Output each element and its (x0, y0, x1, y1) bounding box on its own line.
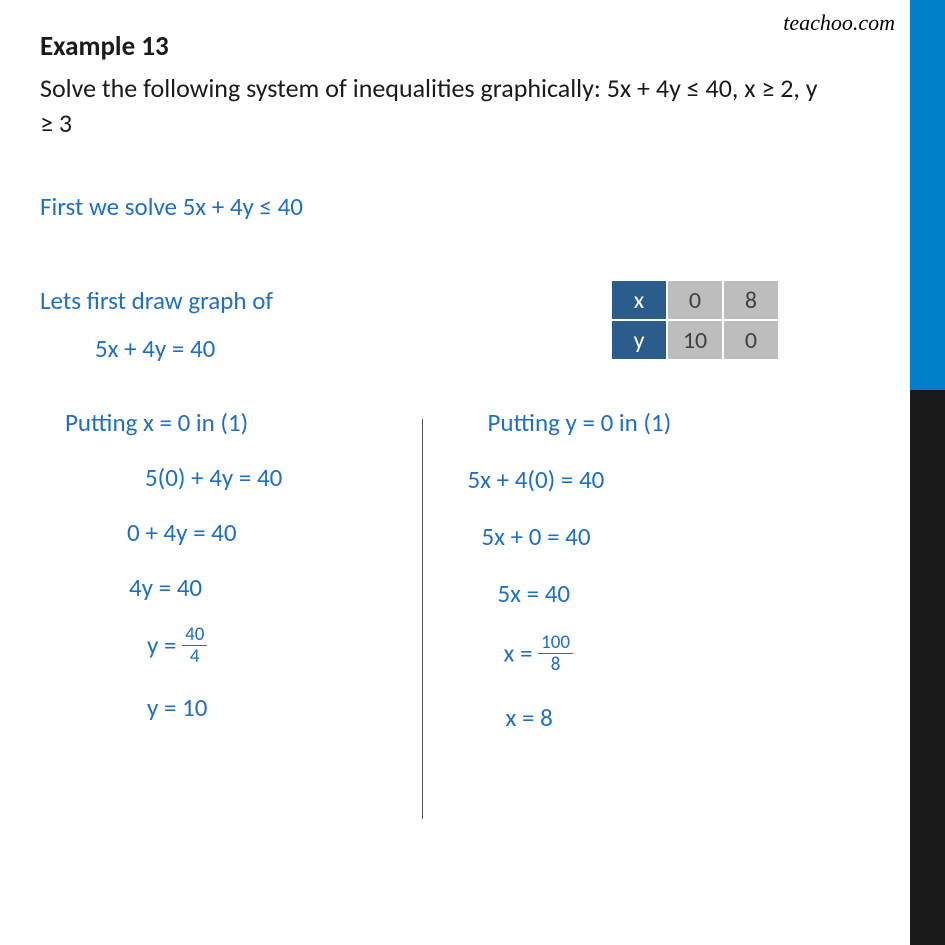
numerator: 100 (538, 633, 573, 654)
table-cell: 0 (668, 281, 722, 319)
table-row: x 0 8 (612, 281, 778, 319)
table-row: y 10 0 (612, 321, 778, 359)
denominator: 8 (538, 654, 573, 674)
right-step: 5x + 0 = 40 (468, 521, 836, 552)
step-first-solve: First we solve 5x + 4y ≤ 40 (40, 191, 835, 222)
right-heading: Putting y = 0 in (1) (468, 407, 836, 438)
strip-blue (910, 0, 945, 390)
graph-equation: 5x + 4y = 40 (40, 325, 273, 373)
two-column-working: Putting x = 0 in (1) 5(0) + 4y = 40 0 + … (40, 407, 835, 759)
left-heading: Putting x = 0 in (1) (65, 407, 438, 438)
denominator: 4 (182, 646, 207, 666)
frac-prefix: y = (147, 630, 182, 661)
numerator: 40 (182, 625, 207, 646)
right-step: 5x + 4(0) = 40 (468, 464, 836, 495)
table-head-y: y (612, 321, 666, 359)
fraction: 404 (182, 625, 207, 666)
right-step: 5x = 40 (468, 578, 836, 609)
fraction: 1008 (538, 633, 573, 674)
graph-intro-line1: Lets first draw graph of (40, 277, 273, 325)
left-result: y = 10 (65, 692, 438, 723)
right-step-fraction: x = 1008 (468, 635, 836, 676)
page-content: Example 13 Solve the following system of… (0, 0, 895, 789)
right-color-strip (910, 0, 945, 945)
watermark-text: teachoo.com (783, 10, 895, 36)
column-divider (422, 419, 423, 819)
left-column: Putting x = 0 in (1) 5(0) + 4y = 40 0 + … (40, 407, 438, 759)
table-cell: 10 (668, 321, 722, 359)
example-title: Example 13 (40, 30, 835, 63)
graph-intro-row: Lets first draw graph of 5x + 4y = 40 x … (40, 277, 835, 372)
left-step: 0 + 4y = 40 (65, 517, 438, 548)
graph-intro-text: Lets first draw graph of 5x + 4y = 40 (40, 277, 273, 372)
table-head-x: x (612, 281, 666, 319)
right-column: Putting y = 0 in (1) 5x + 4(0) = 40 5x +… (438, 407, 836, 759)
question-text: Solve the following system of inequaliti… (40, 71, 835, 141)
left-step: 4y = 40 (65, 572, 438, 603)
table-cell: 0 (724, 321, 778, 359)
left-step-fraction: y = 404 (65, 627, 438, 668)
frac-prefix: x = (504, 638, 539, 669)
table-cell: 8 (724, 281, 778, 319)
right-result: x = 8 (468, 702, 836, 733)
left-step: 5(0) + 4y = 40 (65, 462, 438, 493)
xy-value-table: x 0 8 y 10 0 (610, 279, 780, 361)
strip-black (910, 390, 945, 945)
